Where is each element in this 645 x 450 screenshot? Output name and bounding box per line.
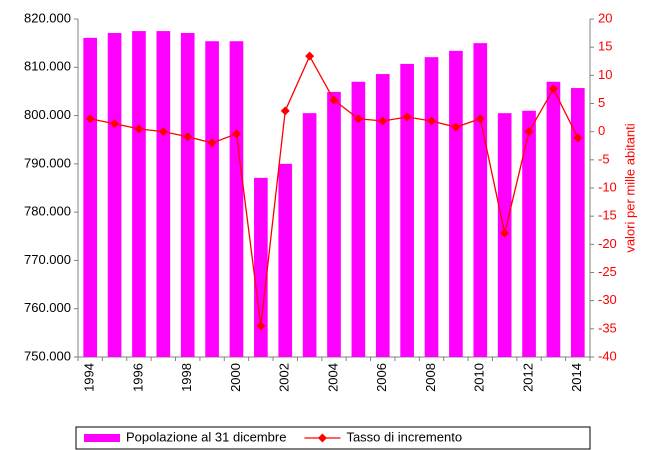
y-tick-label: 810.000 bbox=[24, 59, 71, 74]
bar bbox=[375, 74, 390, 357]
bar bbox=[327, 91, 341, 357]
x-tick-label: 1996 bbox=[130, 363, 145, 392]
y2-tick-label: 15 bbox=[598, 39, 612, 54]
x-tick-label: 2004 bbox=[325, 363, 340, 392]
x-tick-label: 2012 bbox=[520, 363, 535, 392]
line-marker bbox=[427, 116, 437, 126]
bar bbox=[132, 31, 146, 357]
line-marker bbox=[305, 51, 315, 61]
line-marker bbox=[548, 84, 558, 94]
x-tick-label: 1994 bbox=[82, 363, 97, 392]
y2-tick-label: -15 bbox=[598, 208, 617, 223]
bar bbox=[107, 33, 122, 357]
y2-tick-label: -25 bbox=[598, 264, 617, 279]
line-marker bbox=[256, 321, 266, 331]
line-marker bbox=[353, 114, 363, 124]
line-marker bbox=[231, 129, 241, 139]
bar bbox=[351, 81, 366, 358]
legend-label: Popolazione al 31 dicembre bbox=[126, 429, 286, 444]
y2-tick-label: -35 bbox=[598, 320, 617, 335]
legend-marker bbox=[317, 433, 327, 443]
line-marker bbox=[475, 114, 485, 124]
bar bbox=[449, 50, 463, 358]
legend-label: Tasso di incremento bbox=[346, 429, 462, 444]
y-tick-label: 780.000 bbox=[24, 204, 71, 219]
y-tick-label: 760.000 bbox=[24, 300, 71, 315]
line-marker bbox=[183, 132, 193, 142]
x-tick-label: 2014 bbox=[569, 363, 584, 392]
line-marker bbox=[573, 133, 583, 143]
line-marker bbox=[329, 95, 339, 105]
x-tick-label: 2010 bbox=[472, 363, 487, 392]
y2-axis-title: valori per mille abitanti bbox=[622, 123, 637, 252]
bar bbox=[83, 37, 98, 358]
y-tick-label: 750.000 bbox=[24, 348, 71, 363]
line-marker bbox=[85, 114, 95, 124]
bar bbox=[205, 41, 219, 358]
bar bbox=[473, 43, 488, 358]
y2-tick-label: -20 bbox=[598, 236, 617, 251]
line-marker bbox=[402, 112, 412, 122]
y2-tick-label: -30 bbox=[598, 292, 617, 307]
legend-swatch bbox=[84, 434, 120, 442]
y-tick-label: 790.000 bbox=[24, 155, 71, 170]
x-tick-label: 1998 bbox=[179, 363, 194, 392]
y2-tick-label: -10 bbox=[598, 179, 617, 194]
y2-tick-label: -5 bbox=[598, 151, 610, 166]
y-tick-label: 820.000 bbox=[24, 10, 71, 25]
bar bbox=[570, 88, 585, 357]
y2-tick-label: 5 bbox=[598, 95, 605, 110]
bar bbox=[302, 113, 317, 358]
bar bbox=[400, 63, 414, 358]
bar bbox=[424, 57, 439, 357]
y-tick-label: 770.000 bbox=[24, 252, 71, 267]
line-marker bbox=[280, 106, 290, 116]
x-tick-label: 2000 bbox=[228, 363, 243, 392]
line-marker bbox=[110, 119, 120, 129]
line-marker bbox=[524, 127, 534, 137]
bar bbox=[229, 41, 244, 358]
bar bbox=[546, 81, 561, 358]
bar bbox=[156, 31, 171, 357]
y2-tick-label: -40 bbox=[598, 348, 617, 363]
line-marker bbox=[207, 138, 217, 148]
line-marker bbox=[500, 228, 510, 238]
x-tick-label: 2002 bbox=[277, 363, 292, 392]
line-marker bbox=[451, 122, 461, 132]
x-tick-label: 2006 bbox=[374, 363, 389, 392]
y2-tick-label: 10 bbox=[598, 67, 612, 82]
y2-tick-label: 20 bbox=[598, 10, 612, 25]
bar bbox=[180, 33, 195, 357]
bar bbox=[278, 163, 293, 357]
line-marker bbox=[378, 116, 388, 126]
y-tick-label: 800.000 bbox=[24, 107, 71, 122]
bar bbox=[254, 177, 268, 357]
bar bbox=[522, 110, 536, 357]
line-marker bbox=[134, 124, 144, 134]
x-tick-label: 2008 bbox=[423, 363, 438, 392]
y2-tick-label: 0 bbox=[598, 123, 605, 138]
line-marker bbox=[158, 127, 168, 137]
